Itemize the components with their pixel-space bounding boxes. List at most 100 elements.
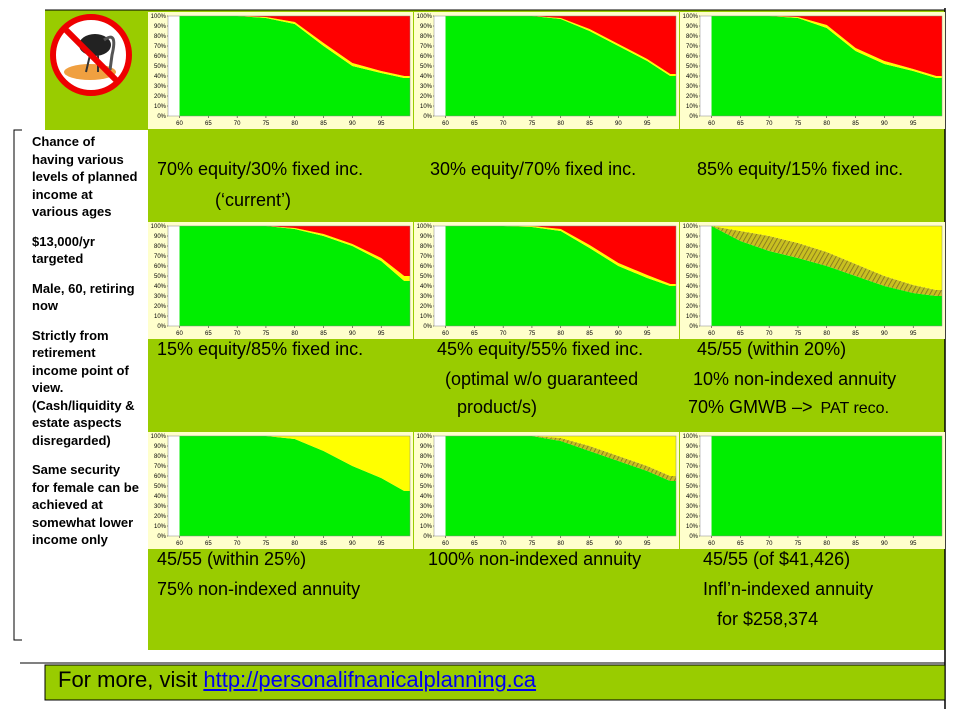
x-tick-label: 85 [852,121,859,127]
y-tick-label: 70% [686,44,699,50]
x-tick-label: 75 [263,331,270,337]
caption: 45% equity/55% fixed inc. [437,339,643,359]
x-tick-label: 95 [910,331,917,337]
mini-chart: 0% 10% 20% 30% 40% 50% 60% 70% 80% 90% 100% 60 65 70 7… [414,222,679,339]
y-tick-label: 30% [420,84,433,90]
sidebar: Chance of having various levels of plann… [32,133,140,561]
y-tick-label: 90% [154,234,167,240]
y-tick-label: 0% [157,324,166,330]
area-series [179,16,410,116]
x-tick-label: 75 [529,121,536,127]
x-tick-label: 90 [349,121,356,127]
y-tick-label: 60% [154,264,167,270]
sidebar-note: Strictly from retirement income point of… [32,327,135,448]
area-series [179,436,410,491]
sidebar-note: Chance of having various levels of plann… [32,134,138,219]
x-tick-label: 60 [708,331,715,337]
area-series [711,226,942,290]
x-tick-label: 80 [291,121,298,127]
plot-border [699,225,943,327]
plot-border [167,15,411,117]
y-tick-label: 80% [686,34,699,40]
y-tick-label: 50% [420,64,433,70]
y-tick-label: 20% [154,94,167,100]
bracket [13,129,22,641]
caption: Infl’n-indexed annuity [703,579,873,599]
x-tick-label: 75 [263,121,270,127]
x-tick-label: 80 [291,541,298,547]
y-tick-label: 80% [154,454,167,460]
y-tick-label: 70% [420,44,433,50]
y-tick-label: 0% [689,114,698,120]
footer-link[interactable]: http://personalifnanicalplanning.ca [203,667,537,692]
x-tick-label: 95 [910,541,917,547]
sidebar-note: Same security for female can be achieved… [32,462,139,547]
mini-chart: 0% 10% 20% 30% 40% 50% 60% 70% 80% 90% 100% 60 65 70 7… [414,432,679,549]
caption: 45/55 (within 20%) [697,339,846,359]
plot-border [433,15,677,117]
area-series [179,16,410,76]
y-tick-label: 70% [154,44,167,50]
y-tick-label: 20% [686,514,699,520]
logo [50,14,132,96]
y-tick-label: 0% [689,534,698,540]
x-tick-label: 60 [708,541,715,547]
x-tick-label: 65 [205,121,212,127]
y-tick-label: 90% [154,24,167,30]
area-series [711,226,942,296]
area-series [179,226,410,276]
caption: 30% equity/70% fixed inc. [430,159,636,179]
y-tick-label: 60% [154,54,167,60]
footer-bar [44,664,946,701]
y-tick-label: 60% [154,474,167,480]
x-tick-label: 80 [557,331,564,337]
y-tick-label: 80% [420,34,433,40]
y-tick-label: 90% [686,24,699,30]
x-tick-label: 85 [852,331,859,337]
y-tick-label: 30% [154,504,167,510]
area-series [711,436,942,536]
y-tick-label: 80% [420,454,433,460]
x-tick-label: 95 [644,331,651,337]
y-tick-label: 20% [420,94,433,100]
y-tick-label: 10% [686,104,699,110]
caption: 100% non-indexed annuity [428,549,641,569]
y-tick-label: 100% [683,14,699,20]
plot-border [433,435,677,537]
y-tick-label: 40% [420,284,433,290]
y-tick-label: 50% [686,274,699,280]
y-tick-label: 100% [417,14,433,20]
x-tick-label: 75 [795,331,802,337]
mini-chart: 0% 10% 20% 30% 40% 50% 60% 70% 80% 90% 100% 60 65 70 7… [414,12,679,129]
x-tick-label: 95 [378,331,385,337]
y-tick-label: 100% [151,434,167,440]
y-tick-label: 60% [686,264,699,270]
y-tick-label: 70% [154,464,167,470]
y-tick-label: 100% [417,224,433,230]
x-tick-label: 95 [644,121,651,127]
x-tick-label: 65 [471,121,478,127]
area-series [711,226,942,326]
x-tick-label: 70 [234,541,241,547]
caption: 45/55 (of $41,426) [703,549,850,569]
area-series [179,226,410,326]
y-tick-label: 30% [420,294,433,300]
y-tick-label: 40% [420,494,433,500]
y-tick-label: 30% [420,504,433,510]
y-tick-label: 0% [157,534,166,540]
x-tick-label: 90 [615,331,622,337]
y-tick-label: 20% [420,304,433,310]
x-tick-label: 95 [644,541,651,547]
x-tick-label: 75 [529,331,536,337]
y-tick-label: 0% [423,534,432,540]
x-tick-label: 70 [766,541,773,547]
x-tick-label: 90 [349,541,356,547]
caption: for $258,374 [717,609,818,629]
x-tick-label: 85 [586,331,593,337]
y-tick-label: 0% [423,324,432,330]
area-series [445,436,676,476]
mini-chart: 0% 10% 20% 30% 40% 50% 60% 70% 80% 90% 100% 60 65 70 7… [148,222,413,339]
plot-border [699,15,943,117]
x-tick-label: 65 [471,541,478,547]
y-tick-label: 10% [420,314,433,320]
